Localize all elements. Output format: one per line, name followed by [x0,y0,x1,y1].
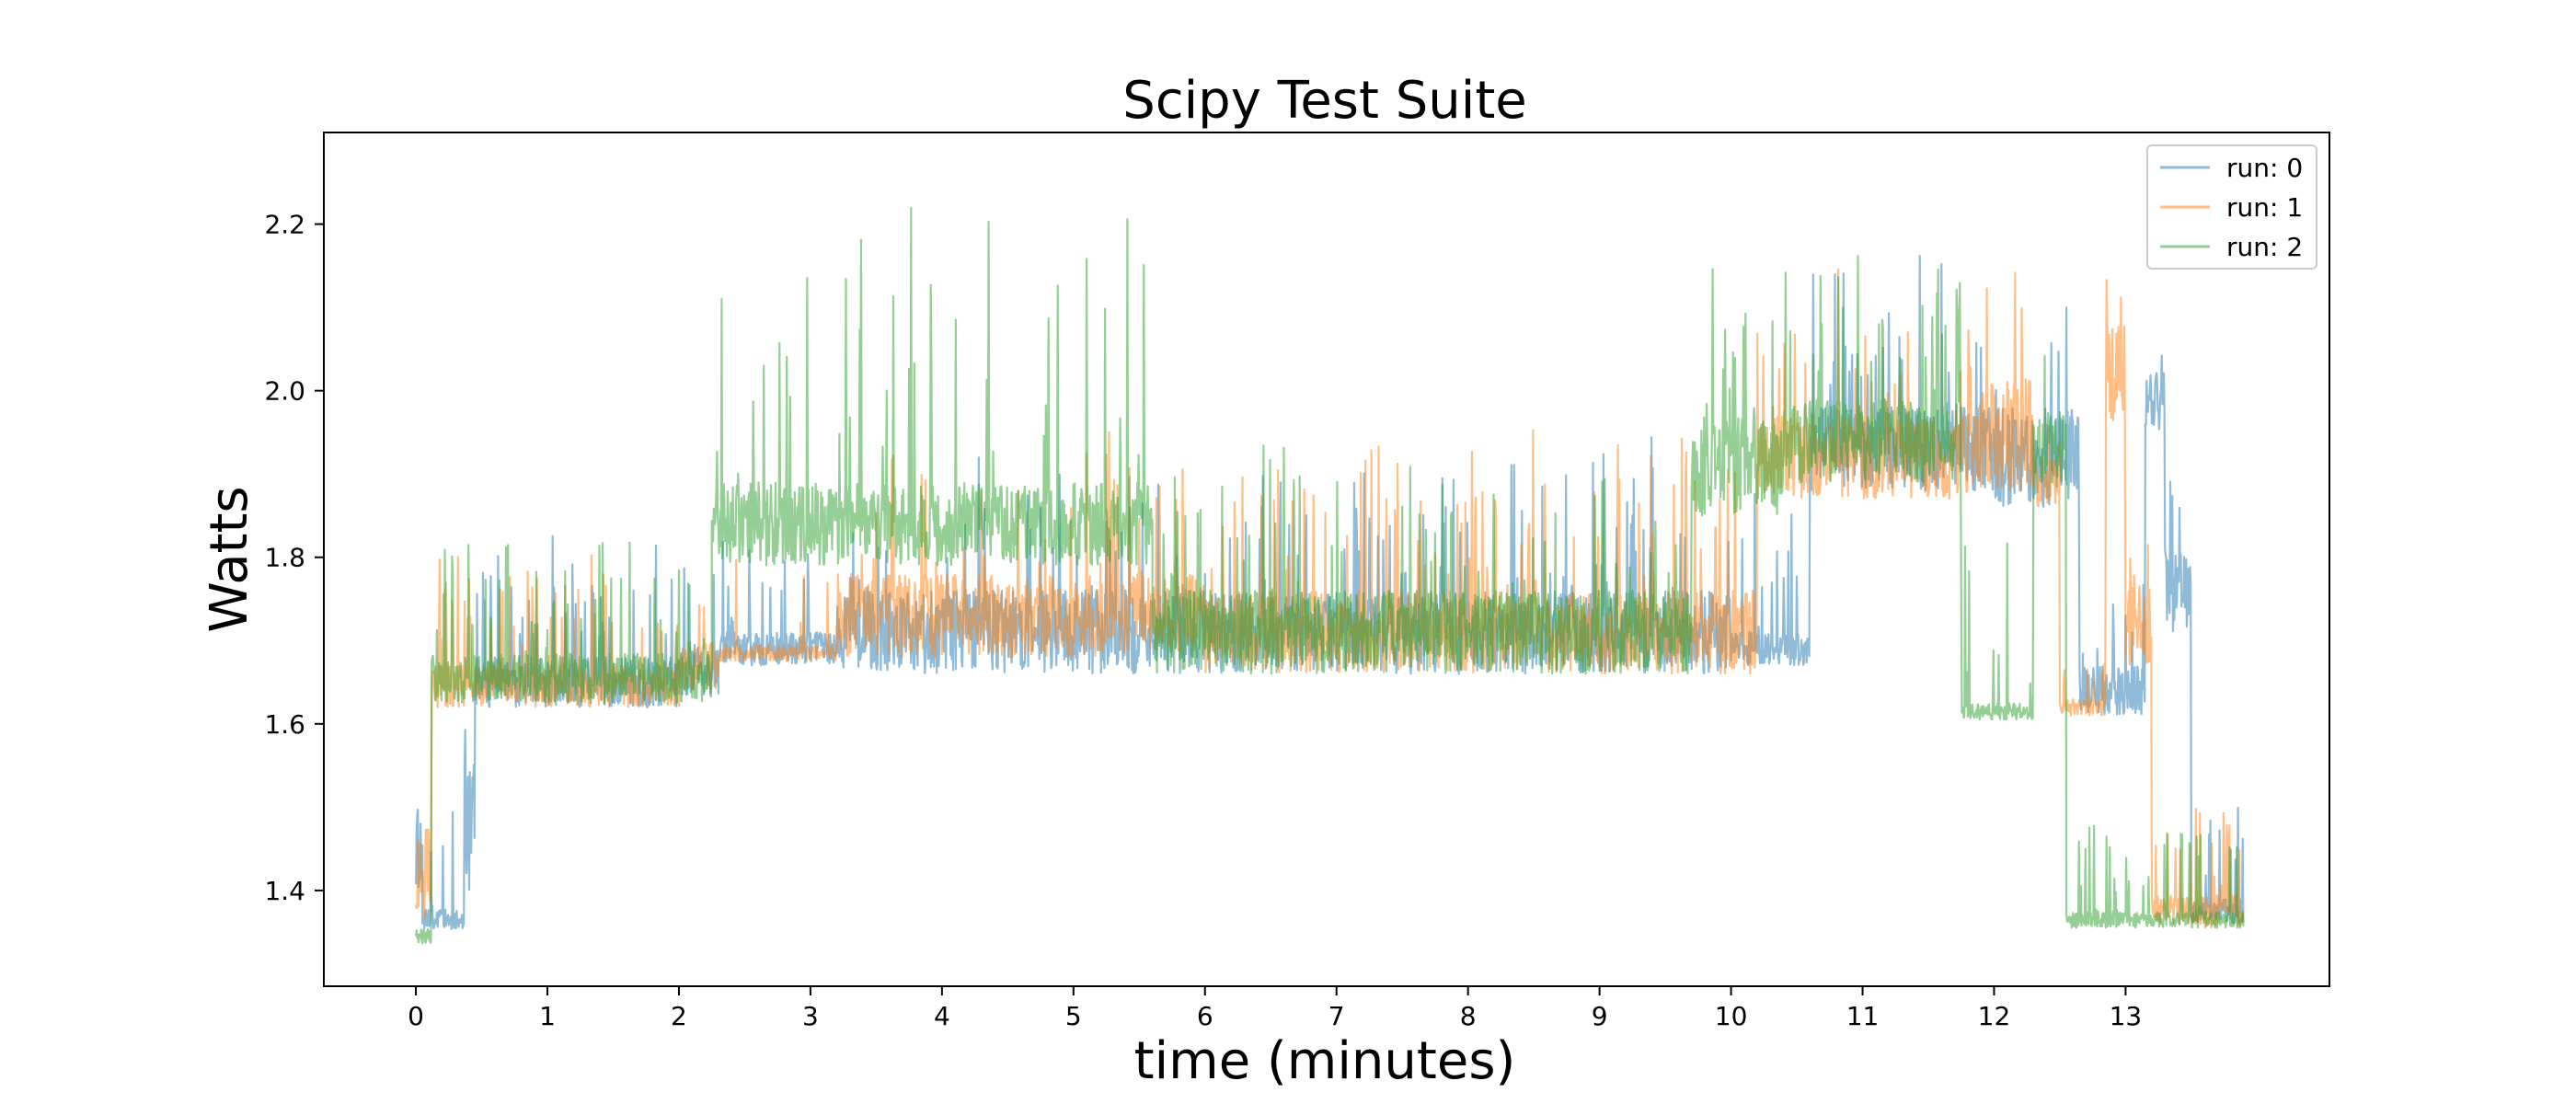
x-tick-label: 4 [934,1001,950,1031]
x-axis-label: time (minutes) [1134,1031,1516,1091]
y-axis: 1.4 1.6 1.8 2.0 2.2 [264,210,324,906]
legend-label-run-1: run: 1 [2226,192,2303,223]
plot-frame [323,132,2330,987]
x-tick-label: 7 [1328,1001,1345,1031]
x-tick-label: 6 [1197,1001,1213,1031]
y-tick-label: 1.4 [264,876,305,906]
y-tick-label: 2.2 [264,210,305,240]
x-tick-label: 9 [1592,1001,1608,1031]
x-tick-label: 11 [1846,1001,1880,1031]
x-tick-label: 2 [671,1001,687,1031]
x-tick-label: 3 [802,1001,819,1031]
x-tick-label: 5 [1065,1001,1082,1031]
x-tick-label: 0 [408,1001,424,1031]
x-tick-label: 12 [1978,1001,2011,1031]
chart-title: Scipy Test Suite [1122,71,1526,131]
legend-label-run-0: run: 0 [2226,153,2303,183]
legend-label-run-2: run: 2 [2226,232,2303,262]
y-tick-label: 2.0 [264,376,305,407]
legend-box [2146,144,2317,270]
legend: run: 0 run: 1 run: 2 [2146,144,2317,270]
series-line-run-2 [415,207,2245,945]
y-axis-label: Watts [200,486,259,632]
series-layer [415,207,2245,945]
y-tick-label: 1.6 [264,709,305,740]
x-tick-label: 1 [539,1001,556,1031]
x-axis: 0 1 2 3 4 5 6 7 8 9 10 11 12 13 [408,986,2142,1031]
x-tick-label: 10 [1715,1001,1748,1031]
y-tick-label: 1.8 [264,543,305,573]
x-tick-label: 13 [2110,1001,2143,1031]
x-tick-label: 8 [1460,1001,1477,1031]
